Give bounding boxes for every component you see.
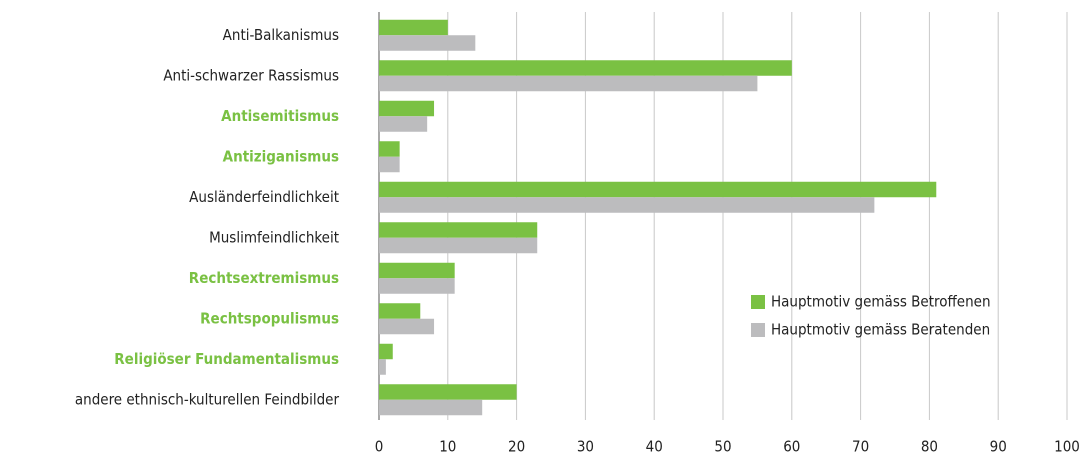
x-tick-label: 0 xyxy=(375,438,384,456)
x-tick-label: 80 xyxy=(921,438,938,456)
bar xyxy=(379,278,455,294)
y-tick-label: Muslimfeindlichkeit xyxy=(209,228,339,246)
bar xyxy=(379,100,435,117)
x-tick-label: 20 xyxy=(508,438,525,456)
legend-swatch xyxy=(751,295,765,309)
bar xyxy=(379,359,386,375)
bar xyxy=(379,35,476,51)
bar xyxy=(379,303,421,319)
bar xyxy=(379,75,758,92)
bar xyxy=(379,262,455,279)
y-tick-label: Ausländerfeindlichkeit xyxy=(189,188,339,206)
y-tick-label: Religiöser Fundamentalismus xyxy=(114,350,339,368)
y-tick-label: Anti-schwarzer Rassismus xyxy=(163,66,339,84)
x-tick-label: 60 xyxy=(783,438,800,456)
x-tick-label: 70 xyxy=(852,438,869,456)
bar xyxy=(379,19,448,36)
bar xyxy=(379,197,875,213)
bar xyxy=(379,343,393,360)
bar xyxy=(379,141,400,157)
y-tick-label: Anti-Balkanismus xyxy=(223,26,339,44)
y-tick-label: Antiziganismus xyxy=(223,147,339,165)
y-tick-label: Rechtspopulismus xyxy=(200,309,339,327)
x-tick-label: 40 xyxy=(646,438,663,456)
bar xyxy=(379,116,428,132)
x-tick-label: 10 xyxy=(439,438,456,456)
legend-label: Hauptmotiv gemäss Beratenden xyxy=(771,321,990,339)
x-tick-label: 50 xyxy=(714,438,731,456)
bar xyxy=(379,399,483,416)
bar xyxy=(379,60,792,76)
bar xyxy=(379,181,937,198)
x-tick-label: 100 xyxy=(1054,438,1080,456)
bar xyxy=(379,318,435,335)
legend-label: Hauptmotiv gemäss Betroffenen xyxy=(771,293,991,311)
bar xyxy=(379,237,538,254)
y-tick-label: Rechtsextremismus xyxy=(189,269,339,287)
x-tick-label: 90 xyxy=(990,438,1007,456)
legend-swatch xyxy=(751,323,765,337)
y-tick-label: andere ethnisch-kulturellen Feindbilder xyxy=(75,390,340,408)
bar xyxy=(379,222,538,238)
y-tick-label: Antisemitismus xyxy=(221,107,339,125)
x-tick-label: 30 xyxy=(577,438,594,456)
bar xyxy=(379,384,517,400)
bar xyxy=(379,156,400,173)
